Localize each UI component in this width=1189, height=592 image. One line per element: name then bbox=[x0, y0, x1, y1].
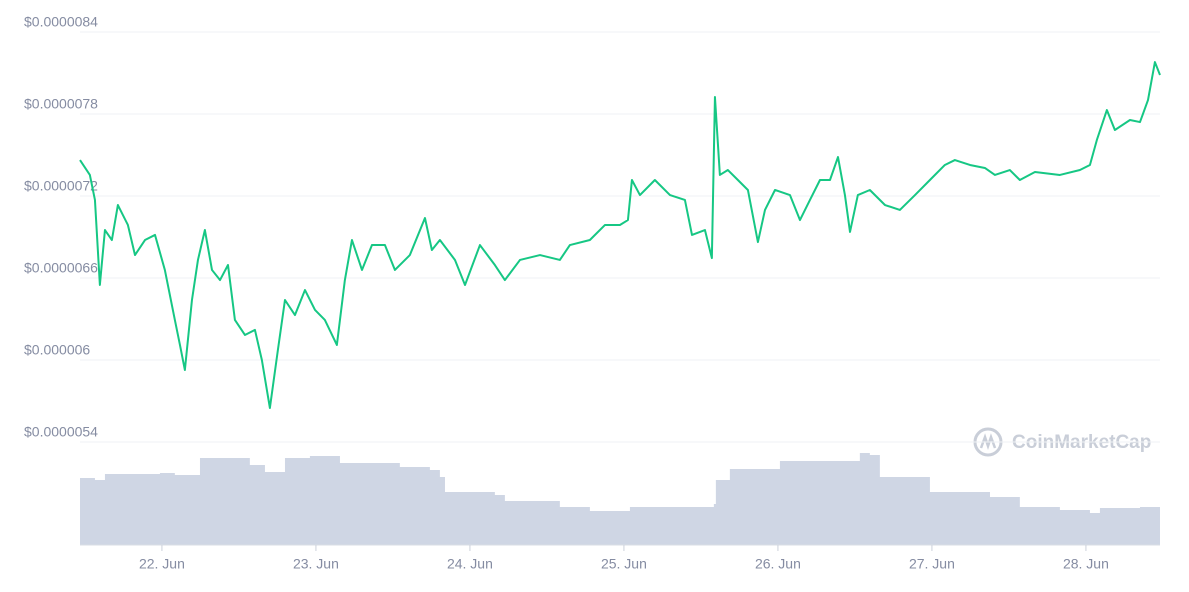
x-tick-label: 28. Jun bbox=[1063, 556, 1109, 572]
watermark-logo-mark bbox=[979, 433, 997, 450]
y-tick-label: $0.000006 bbox=[24, 342, 90, 358]
x-tick-label: 25. Jun bbox=[601, 556, 647, 572]
volume-area bbox=[80, 453, 1160, 545]
grid bbox=[80, 31, 1160, 443]
x-tick-label: 27. Jun bbox=[909, 556, 955, 572]
watermark-text: CoinMarketCap bbox=[1012, 432, 1151, 453]
x-tick-label: 23. Jun bbox=[293, 556, 339, 572]
x-tick-label: 22. Jun bbox=[139, 556, 185, 572]
x-tick-label: 26. Jun bbox=[755, 556, 801, 572]
price-line bbox=[79, 61, 1161, 409]
y-tick-label: $0.0000078 bbox=[24, 96, 98, 112]
y-tick-label: $0.0000084 bbox=[24, 14, 98, 30]
y-tick-label: $0.0000066 bbox=[24, 260, 98, 276]
y-tick-label: $0.0000054 bbox=[24, 424, 98, 440]
x-tick-label: 24. Jun bbox=[447, 556, 493, 572]
y-tick-label: $0.0000072 bbox=[24, 178, 98, 194]
